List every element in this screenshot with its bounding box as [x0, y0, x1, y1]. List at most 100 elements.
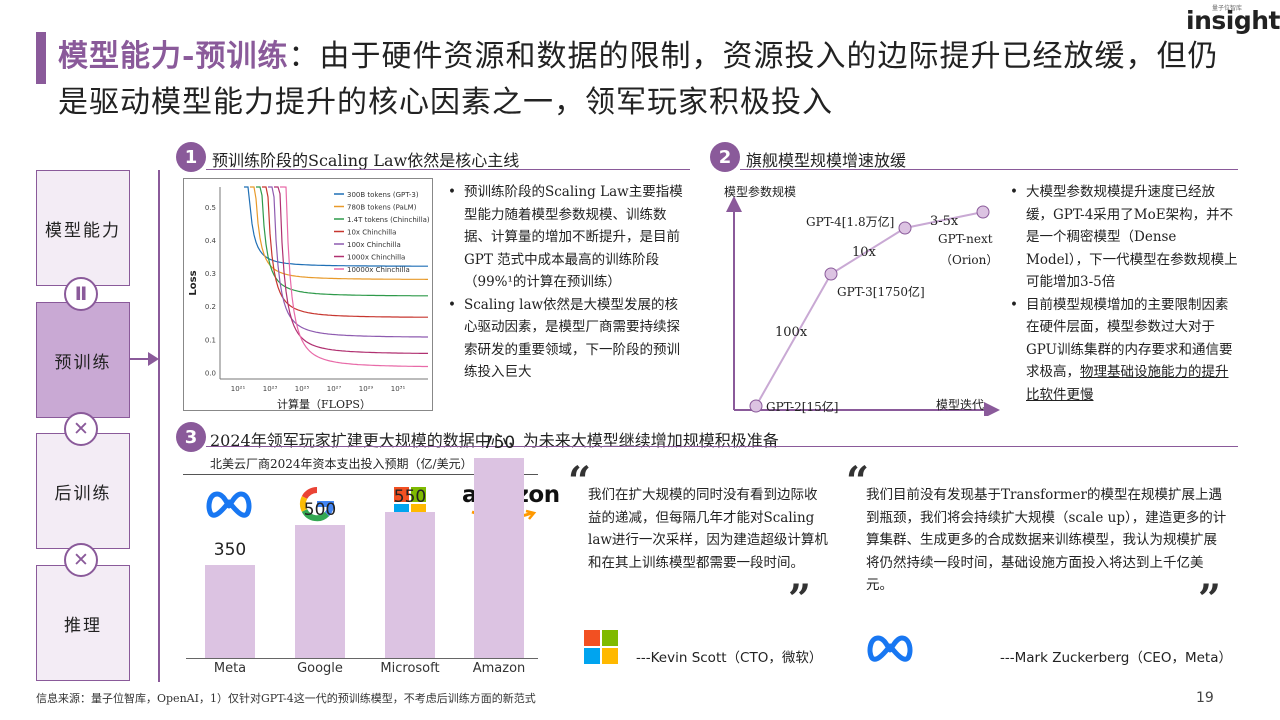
y-tick-label: 0.1: [205, 336, 216, 344]
x-tick-label: 10³¹: [391, 385, 406, 393]
section-3-number: 3: [176, 422, 206, 452]
series-line-4: [262, 186, 428, 318]
section-3-title: 2024年领军玩家扩建更大规模的数据中心，为未来大模型继续增加规模积极准备: [210, 431, 779, 450]
y-tick-label: 0.3: [205, 270, 216, 278]
x-tick-label: 10²¹: [231, 385, 246, 393]
model-scale-diagram: [726, 196, 1000, 416]
label-gpt3: GPT-3[1750亿]: [837, 285, 925, 299]
arrow-right-icon: [148, 352, 159, 366]
growth-line: [755, 211, 984, 407]
y-tick-label: 0.4: [205, 237, 217, 245]
page-number: 19: [1196, 690, 1214, 706]
capex-category-label: Meta: [213, 661, 247, 676]
bullet-item: 目前模型规模增加的主要限制因素在硬件层面，模型参数过大对于GPU训练集群的内存要…: [1010, 294, 1240, 407]
open-quote-icon: “: [846, 458, 870, 505]
bullet-item: Scaling law依然是大模型发展的核心驱动因素，是模型厂商需要持续探索研发…: [448, 294, 688, 384]
y-tick-label: 0.2: [205, 303, 216, 311]
flow-box-posttraining: 后训练: [36, 433, 130, 549]
flow-box-inference: 推理: [36, 565, 130, 681]
logo-caption: 量子位智库: [1212, 5, 1243, 12]
section-1-rule: [206, 169, 690, 170]
multiplier-10x: 10x: [852, 245, 876, 260]
x-tick-label: 10²⁷: [327, 385, 342, 393]
close-quote-icon: ”: [1198, 576, 1222, 623]
label-gpt-next: GPT-next: [938, 232, 993, 246]
point-gpt4: [898, 221, 912, 235]
insights-logo: insights: [1186, 6, 1280, 35]
capex-bar: [295, 524, 345, 658]
x-axis-title: 计算量（FLOPS）: [277, 397, 371, 411]
quote-kevin-scott: 我们在扩大规模的同时没有看到边际收益的递减，但每隔几年才能对Scaling la…: [588, 487, 828, 571]
capex-category-label: Google: [297, 661, 343, 676]
capex-baseline: [186, 658, 538, 659]
title-accent-bar: [36, 32, 46, 84]
pause-icon: Ⅱ: [64, 277, 98, 311]
source-note: 信息来源：量子位智库，OpenAI，1）仅针对GPT-4这一代的预训练模型，不考…: [36, 692, 536, 705]
bullet-text: 目前模型规模增加的主要限制因素在硬件层面，模型参数过大对于GPU训练集群的内存要…: [1026, 296, 1233, 381]
capex-value-label: 550: [393, 486, 427, 507]
bullet-emphasis: 物理基础设施能力的提升比软件更慢: [1026, 364, 1229, 403]
capex-chart-title: 北美云厂商2024年资本支出投入预期（亿/美元）: [210, 457, 473, 471]
x-tick-label: 10²³: [263, 385, 278, 393]
open-quote-icon: “: [568, 458, 592, 505]
bullet-item: 预训练阶段的Scaling Law主要指模型能力随着模型参数规模、训练数据、计算…: [448, 181, 688, 294]
capex-bar: [474, 458, 524, 658]
y-axis-title: Loss: [188, 270, 199, 295]
legend-label: 10000x Chinchilla: [347, 266, 410, 274]
quote-mark-zuckerberg: 我们目前没有发现基于Transformer的模型在规模扩展上遇到瓶颈，我们将会持…: [866, 487, 1227, 593]
capex-value-label: 500: [303, 499, 337, 520]
point-gpt-next: [976, 205, 990, 219]
series-line-7: [280, 186, 428, 368]
title-main-text: ：由于硬件资源和数据的限制，资源投入的边际提升已经放缓，但仍是驱动模型能力提升的…: [58, 39, 1219, 120]
series-line-2: [250, 186, 428, 280]
flow-box-pretraining: 预训练: [36, 302, 130, 418]
cross-icon: ✕: [64, 543, 98, 577]
scaling-law-chart: 0.0 0.1 0.2 0.3 0.4 0.5 10²¹ 10²³ 10²⁵ 10²⁷ 10²⁹ 10…: [183, 178, 433, 411]
section-3-rule: [206, 446, 1238, 447]
section-2-number: 2: [710, 142, 740, 172]
flow-arrow-line: [130, 358, 150, 360]
legend-label: 100x Chinchilla: [347, 241, 401, 249]
label-orion: （Orion）: [940, 253, 999, 267]
capex-category-label: Amazon: [472, 661, 526, 676]
series-line-5: [268, 186, 428, 338]
section-1-number: 1: [176, 142, 206, 172]
x-axis-label: 模型迭代: [936, 398, 985, 412]
y-tick-label: 0.0: [205, 369, 216, 377]
attribution-kevin-scott: ---Kevin Scott（CTO，微软）: [636, 650, 823, 666]
google-logo-icon: [299, 486, 334, 522]
legend-label: 1.4T tokens (Chinchilla): [347, 216, 430, 224]
section-1-bullets: 预训练阶段的Scaling Law主要指模型能力随着模型参数规模、训练数据、计算…: [448, 181, 688, 384]
flow-box-model-capability: 模型能力: [36, 170, 130, 286]
legend-label: 10x Chinchilla: [347, 229, 396, 237]
capex-value-label: 750: [482, 433, 516, 454]
page-title: 模型能力-预训练：由于硬件资源和数据的限制，资源投入的边际提升已经放缓，但仍是驱…: [58, 34, 1248, 126]
point-gpt2: [749, 399, 763, 413]
section-2-title: 旗舰模型规模增速放缓: [746, 151, 907, 170]
section-1-title: 预训练阶段的Scaling Law依然是核心主线: [212, 151, 520, 170]
title-accent-text: 模型能力-预训练: [58, 39, 289, 74]
label-gpt4: GPT-4[1.8万亿]: [806, 215, 895, 229]
meta-logo-icon: [206, 491, 252, 518]
section-2-bullets: 大模型参数规模提升速度已经放缓，GPT-4采用了MoE架构，并不是一个稠密模型（…: [1010, 181, 1240, 406]
capex-bar: [205, 564, 255, 658]
bullet-item: 大模型参数规模提升速度已经放缓，GPT-4采用了MoE架构，并不是一个稠密模型（…: [1010, 181, 1240, 294]
series-line-3: [256, 186, 428, 297]
capex-category-label: Microsoft: [380, 661, 440, 676]
y-axis-label: 模型参数规模: [724, 185, 797, 199]
legend-label: 300B tokens (GPT-3): [347, 191, 419, 199]
capex-value-label: 350: [213, 539, 247, 560]
flow-vertical-line: [158, 170, 160, 682]
microsoft-logo-icon: [584, 630, 618, 664]
close-quote-icon: ”: [788, 576, 812, 623]
section-2-rule: [740, 169, 1238, 170]
capex-bar: [385, 511, 435, 658]
label-gpt2: GPT-2[15亿]: [766, 400, 839, 414]
legend-label: 1000x Chinchilla: [347, 254, 405, 262]
multiplier-100x: 100x: [775, 325, 808, 340]
x-tick-label: 10²⁹: [359, 385, 374, 393]
x-tick-label: 10²⁵: [295, 385, 310, 393]
meta-logo-icon: [867, 635, 913, 662]
series-line-1: [244, 186, 428, 267]
loss-chart-svg: 0.0 0.1 0.2 0.3 0.4 0.5 10²¹ 10²³ 10²⁵ 10²⁷ 10²⁹ 10…: [188, 186, 430, 411]
